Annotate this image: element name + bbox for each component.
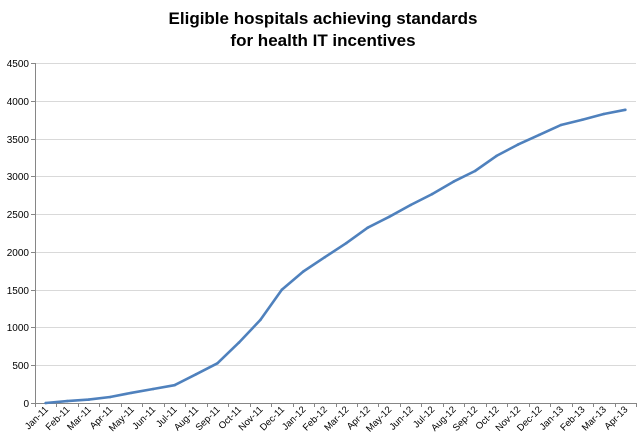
x-tick-label: Apr-13 [602,404,630,432]
data-point [302,270,305,273]
chart-title-line-1: Eligible hospitals achieving standards [169,9,478,28]
data-point [194,373,198,376]
gridlines [35,63,636,366]
data-point [323,255,327,259]
data-point [538,133,541,137]
x-tick-label: Dec-11 [258,404,287,433]
data-series [44,108,627,405]
data-point [602,112,606,116]
y-tick-label: 500 [12,361,29,372]
data-point [430,192,434,196]
series-line [44,108,627,405]
data-point [151,387,155,391]
x-tick-label: Mar-13 [580,404,609,433]
x-tick-label: Jun-11 [130,404,158,432]
y-tick-label: 1000 [7,323,30,334]
y-tick-label: 3000 [7,172,30,183]
data-point [624,108,627,112]
data-point [259,318,262,322]
data-point [108,395,112,399]
data-point [495,154,498,158]
y-tick-label: 4000 [7,97,30,108]
axes [31,63,637,407]
data-point [216,362,219,365]
data-point [452,180,455,183]
chart-title: Eligible hospitals achieving standards f… [169,9,478,50]
x-tick-label: Mar-12 [322,404,351,433]
x-tick-label: Sep-11 [194,404,223,433]
y-axis-tick-labels: 0 500 1000 1500 2000 2500 3000 3500 4000 4500 [7,59,30,410]
y-tick-label: 4500 [7,59,30,70]
chart-title-line-2: for health IT incentives [230,31,415,50]
data-point [130,391,133,395]
x-tick-label: Jun-12 [387,404,415,432]
data-point [559,123,563,127]
y-tick-label: 1500 [7,286,30,297]
data-point [387,215,391,219]
x-tick-label: Mar-11 [65,404,94,433]
data-point [409,203,412,207]
data-point [366,226,370,229]
x-axis-tick-labels: Jan-11Feb-11Mar-11Apr-11May-11Jun-11Jul-… [23,404,630,434]
data-point [65,399,69,403]
y-tick-label: 3500 [7,135,30,146]
data-point [237,341,241,344]
y-tick-label: 2500 [7,210,30,221]
data-point [344,241,348,245]
y-tick-label: 2000 [7,248,30,259]
data-point [516,143,520,146]
data-point [44,401,47,405]
data-point [280,288,284,292]
data-point [581,118,584,121]
y-tick-label: 0 [23,399,29,410]
data-point [87,398,90,401]
data-point [473,169,477,173]
data-point [173,383,176,387]
